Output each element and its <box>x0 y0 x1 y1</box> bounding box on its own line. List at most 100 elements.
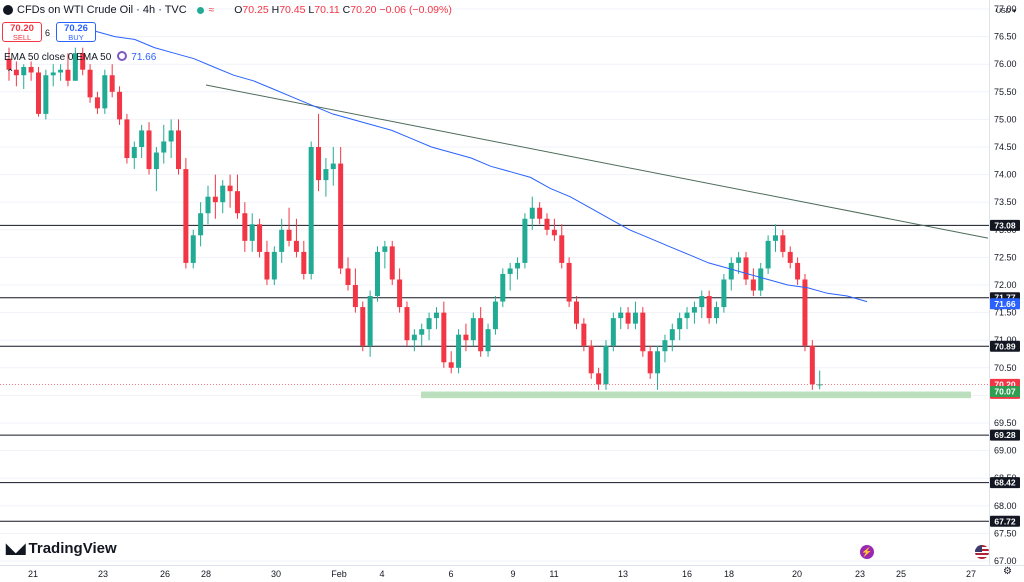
candle <box>699 290 705 319</box>
candle-body <box>522 218 528 263</box>
candle-body <box>271 251 277 280</box>
candle <box>765 235 771 274</box>
indicator-value: 71.66 <box>131 52 157 63</box>
candle-body <box>492 301 498 330</box>
candle <box>433 307 439 330</box>
zone-price-label-text: 70.07 <box>994 387 1016 397</box>
candle <box>677 312 683 341</box>
level-price-label: 70.89 <box>990 340 1020 352</box>
candle <box>205 185 211 225</box>
candle <box>234 174 240 219</box>
candle <box>212 174 218 219</box>
currency-selector[interactable]: USD ▾ <box>994 5 1016 15</box>
level-price-label: 73.08 <box>990 219 1020 231</box>
candle <box>448 351 454 374</box>
us-flag-icon[interactable] <box>975 545 989 559</box>
time-tick-label: 23 <box>98 569 108 579</box>
price-tick-label: 75.50 <box>994 87 1017 97</box>
candle-body <box>787 251 793 263</box>
candle <box>13 61 19 87</box>
candle-body <box>58 69 64 73</box>
price-tick-label: 71.00 <box>994 335 1017 345</box>
time-axis[interactable]: 21 23 26 28 30 Feb 4 6 9 11 13 16 18 20 23 25 27 <box>28 569 976 579</box>
sell-button[interactable]: 70.20 SELL <box>2 22 42 42</box>
candle <box>721 273 727 313</box>
indicator-settings-icon[interactable] <box>117 51 128 61</box>
tradingview-logo[interactable]: ◣◢ TradingView <box>6 540 117 557</box>
candle <box>80 47 86 76</box>
candle <box>640 307 646 357</box>
gear-icon[interactable]: ⚙ <box>1003 566 1012 577</box>
candle <box>478 307 484 357</box>
candle <box>780 229 786 258</box>
candle <box>669 323 675 352</box>
candle-body <box>286 229 292 241</box>
candle <box>338 147 344 274</box>
level-price-label-text: 67.72 <box>994 516 1016 526</box>
close-value: 70.20 <box>350 4 377 16</box>
candle-body <box>293 240 299 252</box>
candle-body <box>227 185 233 192</box>
time-tick-label: 23 <box>855 569 865 579</box>
candle-body <box>596 373 602 385</box>
sell-label: SELL <box>12 33 32 42</box>
candle <box>419 323 425 346</box>
level-price-label-bg <box>990 219 1020 231</box>
indicator-legend[interactable]: EMA 50 close 0 EMA 50 71.66 <box>4 51 156 63</box>
candle <box>6 47 12 81</box>
candle-body <box>485 329 491 352</box>
low-value: 70.11 <box>314 4 340 16</box>
symbol-title[interactable]: CFDs on WTI Crude Oil · 4h · TVC <box>17 4 187 16</box>
candle-body <box>35 72 41 114</box>
candle <box>271 246 277 285</box>
descending-trendline[interactable] <box>205 84 989 239</box>
candle <box>470 312 476 346</box>
candle <box>426 312 432 341</box>
candle <box>21 64 27 90</box>
candle-body <box>714 307 720 319</box>
ema-50-line <box>94 30 868 303</box>
candle <box>772 224 778 252</box>
buy-button[interactable]: 70.26 BUY <box>56 22 96 42</box>
candle <box>375 246 380 302</box>
candle <box>389 240 395 285</box>
level-price-label: 69.28 <box>990 429 1020 441</box>
level-price-label-bg <box>990 429 1020 441</box>
candle <box>559 224 565 269</box>
candle-body <box>352 285 358 308</box>
price-tick-label: 68.00 <box>994 501 1017 511</box>
candle-body <box>389 246 395 280</box>
price-tick-label: 74.00 <box>994 170 1017 180</box>
flash-icon[interactable]: ⚡ <box>860 545 874 559</box>
candle-body <box>360 307 366 346</box>
candle-body <box>161 141 167 153</box>
candle-body <box>456 334 462 368</box>
candle <box>522 213 528 269</box>
candle-body <box>743 257 749 280</box>
candle-body <box>117 91 123 120</box>
candle-body <box>153 152 159 170</box>
candle <box>411 329 417 352</box>
candle-body <box>345 268 351 285</box>
candle <box>293 218 299 258</box>
level-price-label-text: 68.42 <box>994 478 1016 488</box>
spread-value: 6 <box>45 28 51 38</box>
candle <box>581 318 587 352</box>
candle <box>736 251 742 274</box>
candle <box>323 158 329 197</box>
time-tick-label: 27 <box>966 569 976 579</box>
collapse-legend-icon[interactable]: ⌃ <box>6 68 15 79</box>
candle <box>242 202 248 252</box>
candle <box>714 301 720 324</box>
candle-body <box>338 163 344 269</box>
candle <box>117 86 123 125</box>
candle <box>264 240 270 285</box>
candle-body <box>669 329 675 341</box>
candle <box>537 202 543 225</box>
candle-body <box>198 213 204 236</box>
candle-body <box>780 235 786 252</box>
level-price-label-text: 70.89 <box>994 341 1016 351</box>
price-tick-label: 76.50 <box>994 32 1017 42</box>
candle-body <box>411 334 417 341</box>
